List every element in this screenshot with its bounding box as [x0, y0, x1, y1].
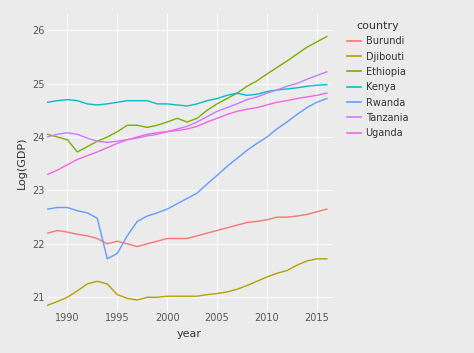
Legend: Burundi, Djibouti, Ethiopia, Kenya, Rwanda, Tanzania, Uganda: Burundi, Djibouti, Ethiopia, Kenya, Rwan…: [345, 19, 410, 140]
X-axis label: year: year: [177, 329, 202, 339]
Y-axis label: Log(GDP): Log(GDP): [17, 136, 27, 189]
